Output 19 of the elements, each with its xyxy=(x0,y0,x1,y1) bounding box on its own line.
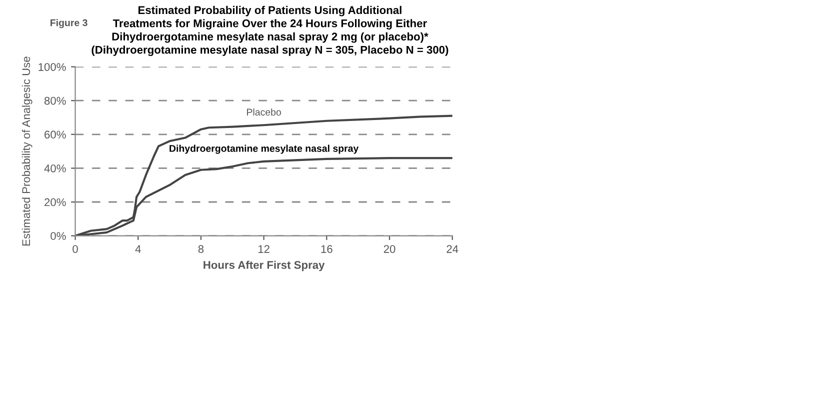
series-label: Dihydroergotamine mesylate nasal spray xyxy=(170,144,359,154)
x-tick-label: 24 xyxy=(446,245,458,253)
x-tick-label: 0 xyxy=(72,245,78,253)
caption: Figure 3 xyxy=(50,19,88,28)
y-tick-label: 80% xyxy=(44,96,66,105)
x-tick-label: 20 xyxy=(384,245,396,253)
series-label: Placebo xyxy=(247,108,281,116)
x-tick-label: 12 xyxy=(258,245,270,253)
y-axis-title: Estimated Probability of Analgesic Use xyxy=(22,56,32,246)
y-tick-label: 0% xyxy=(50,232,66,240)
x-tick-label: 4 xyxy=(135,245,141,253)
chart-title: Estimated Probability of Patients Using Additional Treatments for Migraine Over the 24 Hours Following Either Dihydroergotamine mesylate nasal spray 2 mg (or placebo)* (Dihydroergotamine mesylate nasal spray N = 305, Placebo N = 300) xyxy=(92,6,448,56)
y-tick-label: 20% xyxy=(44,198,66,206)
y-tick-label: 40% xyxy=(44,164,66,172)
y-tick-label: 100% xyxy=(38,63,66,71)
x-axis-title: Hours After First Spray xyxy=(204,260,325,272)
x-tick-label: 16 xyxy=(321,245,332,253)
x-tick-label: 8 xyxy=(198,245,204,253)
y-tick-label: 60% xyxy=(44,130,66,139)
